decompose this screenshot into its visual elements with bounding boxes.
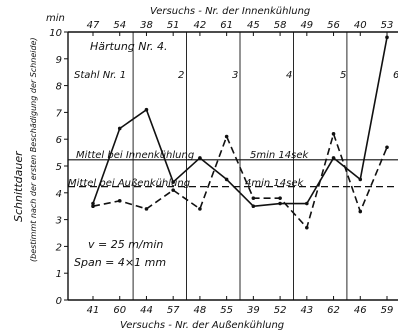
data-point-inner [331,156,336,160]
data-point-outer [144,207,149,211]
y-tick-label: 5 [56,162,62,173]
chart-subtitle: Stahl Nr. 1 [74,70,126,81]
data-point-inner [171,180,175,184]
y-tick-label: 10 [49,28,62,39]
y-tick-label: 9 [56,55,62,66]
group-label-3: 3 [232,70,238,81]
y-tick-label: 3 [56,216,62,227]
x-bottom-tick-label: 46 [354,305,367,316]
y-tick-label: 7 [56,108,63,119]
x-bottom-tick-label: 48 [194,305,207,316]
y-tick-label: 2 [56,242,62,253]
y-tick-label: 0 [56,296,62,307]
data-point-inner [224,177,229,182]
data-point-inner [305,201,309,206]
data-point-outer [117,199,122,203]
group-label-4: 4 [286,70,292,81]
x-top-tick-label: 45 [247,20,260,31]
mean-value-outer: 4min 14sek [245,178,304,189]
annotation-speed: v = 25 m/min [88,238,163,251]
mean-label-outer: Mittel bei Außenkühlung [68,178,190,189]
x-top-tick-label: 40 [354,20,367,31]
x-bottom-tick-label: 57 [167,305,180,316]
x-top-tick-label: 49 [300,20,313,31]
group-label-5: 5 [340,70,346,81]
data-point-inner [385,35,389,40]
x-bottom-tick-label: 44 [140,305,153,316]
y-tick-label: 1 [56,269,62,280]
y-tick-label: 6 [56,135,62,146]
x-top-tick-label: 42 [194,20,207,31]
data-point-inner [278,201,282,206]
data-point-inner [144,107,149,112]
data-point-outer [305,225,309,230]
data-point-inner [117,126,122,131]
data-point-outer [91,204,95,208]
data-point-outer [358,209,363,214]
x-bottom-tick-label: 41 [87,305,100,316]
series-line-outer [92,133,388,229]
x-bottom-tick-label: 59 [381,305,394,316]
y-axis-label: Schnittdauer [12,150,25,222]
x-bottom-tick-label: 52 [274,305,287,316]
x-top-tick-label: 61 [220,20,233,31]
data-point-outer [331,132,336,136]
series-line-inner [92,37,388,207]
x-bottom-tick-label: 39 [247,305,260,316]
x-bottom-tick-label: 62 [327,305,340,316]
data-point-outer [224,134,229,139]
x-top-axis-label: Versuchs - Nr. der Innenkühlung [150,6,310,17]
x-bottom-axis-label: Versuchs - Nr. der Außenkühlung [120,320,284,330]
y-tick-label: 8 [56,82,62,93]
data-point-outer [278,196,282,200]
data-point-inner [358,177,363,182]
x-top-tick-label: 53 [381,20,394,31]
x-top-tick-label: 51 [167,20,180,31]
group-label-6: 6 [393,70,398,81]
data-point-outer [385,145,389,150]
data-point-inner [198,156,202,160]
x-bottom-tick-label: 60 [113,305,126,316]
y-tick-label: 4 [56,189,62,200]
x-bottom-tick-label: 43 [300,305,313,316]
chart-title: Härtung Nr. 4. [90,40,168,53]
x-top-tick-label: 47 [87,20,100,31]
data-point-outer [171,188,175,192]
x-top-tick-label: 58 [274,20,287,31]
group-label-2: 2 [178,70,184,81]
x-top-tick-label: 38 [140,20,153,31]
annotation-span: Span = 4×1 mm [74,256,166,269]
data-point-inner [91,201,95,206]
y-unit-label: min [46,13,65,24]
data-point-outer [198,207,202,211]
mean-value-inner: 5min 14sek [250,150,309,161]
x-bottom-tick-label: 55 [220,305,233,316]
mean-label-inner: Mittel bei Innenkühlung [76,150,194,161]
y-axis-sublabel: (bestimmt nach der ersten Beschädigung d… [29,37,38,262]
x-top-tick-label: 54 [113,20,126,31]
data-point-inner [251,204,256,208]
x-top-tick-label: 56 [327,20,340,31]
data-point-outer [251,196,256,200]
